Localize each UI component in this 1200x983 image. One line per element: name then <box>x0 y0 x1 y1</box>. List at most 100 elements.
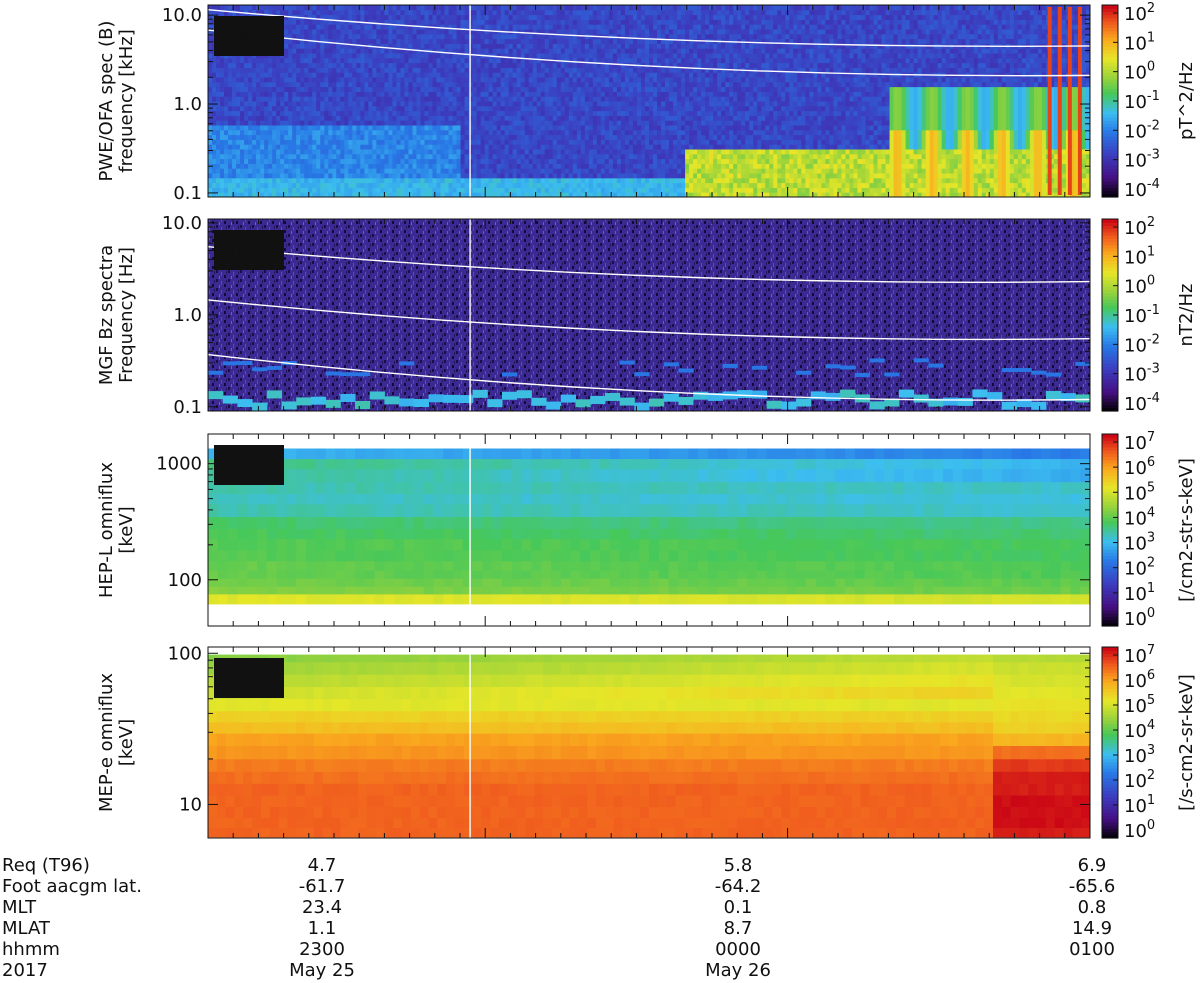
spectrogram-cell <box>268 168 273 174</box>
spectrogram-cell <box>817 144 822 150</box>
spectrogram-cell <box>781 144 786 150</box>
spectrogram-cell <box>905 163 911 169</box>
spectrogram-cell <box>977 173 983 179</box>
spectrogram-cell <box>725 110 730 116</box>
spectrogram-cell <box>532 149 538 155</box>
spectrogram-cell <box>653 115 658 121</box>
spectrogram-cell <box>693 134 698 140</box>
spectrogram-cell <box>721 187 726 193</box>
spectrogram-cell <box>448 129 454 136</box>
spectrogram-cell <box>721 192 726 198</box>
spectrogram-cell <box>861 192 866 198</box>
spectrogram-cell <box>244 158 249 164</box>
spectrogram-cell <box>532 134 538 140</box>
spectrogram-cell <box>492 129 498 136</box>
spectrogram-cell <box>608 187 614 193</box>
spectrogram-cell <box>524 115 530 121</box>
spectrogram-cell <box>901 91 907 97</box>
spectrogram-cell <box>496 149 502 155</box>
spectrogram-cell <box>753 101 758 107</box>
spectrogram-cell <box>993 192 999 198</box>
spectrogram-cell <box>709 139 714 145</box>
spectrogram-cell <box>276 187 281 193</box>
spectrogram-cell <box>348 158 353 164</box>
spectrogram-cell <box>264 182 269 188</box>
spectrogram-cell <box>965 158 971 164</box>
spectrogram-cell <box>336 144 341 150</box>
spectrogram-cell <box>620 149 626 155</box>
spectrogram-cell <box>572 129 578 136</box>
spectrogram-cell <box>881 168 887 174</box>
spectrogram-cell <box>328 120 333 126</box>
spectrogram-cell <box>468 91 474 97</box>
spectrogram-cell <box>320 101 325 107</box>
spectrogram-cell <box>604 168 610 174</box>
spectrogram-cell <box>508 163 514 169</box>
spectrogram-cell <box>620 96 626 102</box>
spectrogram-cell <box>893 168 899 174</box>
spectrogram-cell <box>1081 110 1087 116</box>
spectrogram-cell <box>725 96 730 102</box>
spectrogram-cell <box>837 125 842 131</box>
spectrogram-cell <box>220 177 225 184</box>
spectrogram-cell <box>741 139 746 145</box>
spectrogram-cell <box>328 86 333 92</box>
spectrogram-cell <box>628 125 634 131</box>
spectrogram-cell <box>1069 101 1075 107</box>
spectrogram-cell <box>965 134 971 140</box>
spectrogram-cell <box>592 139 598 145</box>
spectrogram-cell <box>392 125 397 131</box>
spectrogram-cell <box>821 158 826 164</box>
spectrogram-cell <box>841 110 846 116</box>
spectrogram-cell <box>1025 134 1031 140</box>
spectrogram-cell <box>917 173 923 179</box>
spectrogram-cell <box>464 173 470 179</box>
spectrogram-cell <box>809 129 814 136</box>
spectrogram-cell <box>1001 115 1007 121</box>
spectrogram-cell <box>520 153 526 160</box>
spectrogram-cell <box>1033 91 1039 97</box>
spectrogram-cell <box>612 177 618 184</box>
spectrogram-cell <box>432 158 438 164</box>
spectrogram-cell <box>360 91 365 97</box>
spectrogram-cell <box>632 125 638 131</box>
spectrogram-cell <box>264 177 269 184</box>
spectrogram-cell <box>989 149 995 155</box>
spectrogram-cell <box>540 163 546 169</box>
spectrogram-cell <box>705 115 710 121</box>
spectrogram-cell <box>412 129 417 136</box>
spectrogram-cell <box>620 91 626 97</box>
spectrogram-cell <box>981 192 987 198</box>
spectrogram-cell <box>356 96 361 102</box>
spectrogram-cell <box>985 177 991 184</box>
spectrogram-cell <box>456 86 462 92</box>
spectrogram-cell <box>1085 187 1091 193</box>
spectrogram-cell <box>348 177 353 184</box>
spectrogram-cell <box>616 187 622 193</box>
spectrogram-cell <box>640 177 646 184</box>
spectrogram-cell <box>853 173 858 179</box>
spectrogram-cell <box>821 192 826 198</box>
spectrogram-cell <box>492 163 498 169</box>
spectrogram-cell <box>324 153 329 160</box>
spectrogram-cell <box>717 158 722 164</box>
spectrogram-cell <box>1029 101 1035 107</box>
spectrogram-cell <box>536 163 542 169</box>
spectrogram-cell <box>480 163 486 169</box>
spectrogram-cell <box>308 86 313 92</box>
spectrogram-cell <box>460 182 466 188</box>
spectrogram-cell <box>705 168 710 174</box>
spectrogram-cell <box>969 120 975 126</box>
spectrogram-cell <box>717 149 722 155</box>
spectrogram-cell <box>909 96 915 102</box>
spectrogram-cell <box>797 110 802 116</box>
spectrogram-cell <box>957 105 963 112</box>
spectrogram-cell <box>801 129 806 136</box>
spectrogram-cell <box>452 129 458 136</box>
spectrogram-cell <box>673 86 678 92</box>
spectrogram-cell <box>248 192 253 198</box>
spectrogram-cell <box>304 177 309 184</box>
spectrogram-cell <box>552 187 558 193</box>
spectrogram-cell <box>709 153 714 160</box>
spectrogram-cell <box>897 120 903 126</box>
